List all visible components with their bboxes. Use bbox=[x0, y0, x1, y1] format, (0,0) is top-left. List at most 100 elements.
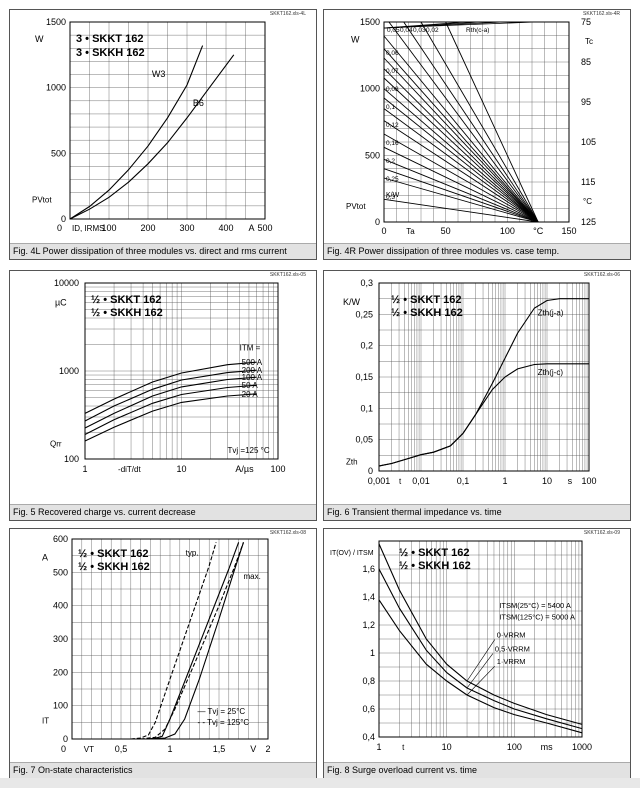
fig7-label-typ: typ. bbox=[186, 549, 199, 558]
fig5-caption: Fig. 5 Recovered charge vs. current decr… bbox=[10, 504, 316, 520]
fig4r-right-tick: 85 bbox=[581, 57, 591, 67]
fig5-x-tick: 10 bbox=[176, 464, 186, 474]
fig7-y-label: IT bbox=[42, 717, 49, 726]
fig6-y-tick: 0,1 bbox=[360, 403, 373, 413]
fig4r-kw-label: K/W bbox=[386, 192, 400, 199]
fig4r-x-tick: 100 bbox=[500, 226, 515, 236]
fig4r-rth-side-label: 0,16 bbox=[386, 140, 399, 147]
fig6-series-label: Zth(j-a) bbox=[538, 309, 564, 318]
fig7-x-unit: V bbox=[250, 744, 256, 754]
fig4l-x-tick: 400 bbox=[218, 223, 233, 233]
fig6-x-unit: s bbox=[568, 476, 573, 486]
fig8-series-0 bbox=[378, 543, 583, 725]
fig7-frame bbox=[71, 538, 269, 740]
fig4r-rth-line bbox=[383, 108, 539, 223]
fig4l-x-tick: 100 bbox=[101, 223, 116, 233]
fig4l-frame bbox=[69, 21, 266, 220]
fig4r-panel: SKKT162.xls-4R 0 50 100 150 Ta °C 0 500 1000 1500… bbox=[323, 9, 631, 260]
fig4r-rth-line bbox=[383, 158, 539, 223]
fig4r-rth-side-label: 0,2 bbox=[386, 158, 395, 165]
fig6-chart: 0,001 0,01 0,1 1 10 100 t s 0 0,05 0,1 0,15 0,2 0,25 0… bbox=[343, 278, 597, 486]
fig5-x-tick: 100 bbox=[270, 464, 285, 474]
fig4l-x-tick: 300 bbox=[179, 223, 194, 233]
fig8-y-tick: 1 bbox=[370, 648, 375, 658]
fig4r-rth-line bbox=[383, 146, 539, 223]
fig5-title-2: ½ • SKKH 162 bbox=[91, 307, 163, 319]
fig4l-x-label: ID, IRMS bbox=[72, 224, 104, 233]
fig4r-rth-line bbox=[383, 133, 539, 223]
fig6-y-tick: 0,05 bbox=[355, 435, 373, 445]
fig4l-title-1: 3 • SKKT 162 bbox=[76, 33, 143, 45]
fig4r-right-tick: 75 bbox=[581, 17, 591, 27]
fig8-y-tick: 0,6 bbox=[362, 704, 375, 714]
fig4l-y-tick: 0 bbox=[61, 214, 66, 224]
fig5-series-label: 500 A bbox=[242, 358, 263, 367]
fig5-frame bbox=[84, 282, 279, 460]
fig8-y-tick: 0,8 bbox=[362, 676, 375, 686]
fig8-ref: SKKT162.xls-09 bbox=[583, 530, 620, 536]
fig7-y-tick: 500 bbox=[53, 567, 68, 577]
fig4r-x-unit: °C bbox=[533, 226, 544, 236]
fig4r-rth-top-label: 0,02 bbox=[426, 27, 439, 34]
fig5-condition: Tvj =125 °C bbox=[228, 446, 270, 455]
fig6-caption: Fig. 6 Transient thermal impedance vs. t… bbox=[324, 504, 630, 520]
fig8-series-2 bbox=[378, 599, 583, 734]
fig7-chart: 0,5 1 1,5 2 0 VT V 0 100 200 300 400 500 600 A IT ½ • SK… bbox=[42, 534, 271, 754]
fig7-series-2 bbox=[150, 542, 245, 740]
fig6-series-0 bbox=[378, 298, 589, 467]
fig6-y-label: Zth bbox=[346, 458, 358, 467]
fig4r-rth-top-label: 0,03 bbox=[413, 27, 426, 34]
fig7-label-max: max. bbox=[244, 572, 261, 581]
fig5-series-20a bbox=[84, 393, 257, 442]
fig4l-y-tick: 1000 bbox=[46, 83, 66, 93]
fig7-ref: SKKT162.xls-08 bbox=[269, 530, 306, 536]
fig4r-right-label: Tc bbox=[585, 37, 593, 46]
fig5-series-label: 100 A bbox=[242, 373, 263, 382]
fig8-y-tick: 0,4 bbox=[362, 732, 375, 742]
fig6-y-unit: K/W bbox=[343, 297, 361, 307]
fig7-y-tick: 200 bbox=[53, 667, 68, 677]
fig7-x-tick: 1 bbox=[167, 744, 172, 754]
fig4l-series-w3 bbox=[69, 45, 204, 220]
fig4r-rth-label: Rth(c-a) bbox=[466, 27, 489, 34]
fig8-itsm-line: ITSM(25°C) = 5400 A bbox=[499, 601, 571, 610]
fig6-title-1: ½ • SKKT 162 bbox=[391, 294, 462, 306]
fig8-x-label: t bbox=[402, 743, 405, 752]
fig5-y-tick: 100 bbox=[64, 454, 79, 464]
fig7-x-label: VT bbox=[84, 745, 94, 754]
fig5-series-label: 200 A bbox=[242, 366, 263, 375]
fig4r-y-label: PVtot bbox=[346, 202, 366, 211]
fig6-y-tick: 0,15 bbox=[355, 372, 373, 382]
fig4r-rth-side-label: 0,1 bbox=[386, 104, 395, 111]
fig4l-title-2: 3 • SKKH 162 bbox=[76, 47, 145, 59]
fig5-series-100a bbox=[84, 376, 257, 429]
fig8-title-2: ½ • SKKH 162 bbox=[399, 560, 471, 572]
fig6-y-tick: 0,25 bbox=[355, 309, 373, 319]
fig4r-rth-line bbox=[383, 97, 539, 223]
fig4r-right-unit: °C bbox=[583, 197, 592, 206]
fig6-x-tick: 10 bbox=[542, 476, 552, 486]
fig4r-rth-line bbox=[383, 198, 539, 223]
fig4r-y-tick: 0 bbox=[375, 217, 380, 227]
fig4r-right-tick: 115 bbox=[581, 177, 595, 187]
bottom-strip bbox=[0, 778, 640, 788]
fig7-title-2: ½ • SKKH 162 bbox=[78, 561, 150, 573]
fig4r-rth-side-label: 0,12 bbox=[386, 122, 399, 129]
fig4r-caption: Fig. 4R Power dissipation of three modul… bbox=[324, 243, 630, 259]
fig7-x-tick: 0,5 bbox=[115, 744, 128, 754]
fig4r-rth-line bbox=[383, 48, 539, 223]
fig8-frame bbox=[378, 540, 583, 738]
fig5-title-1: ½ • SKKT 162 bbox=[91, 294, 162, 306]
fig4l-y-unit: W bbox=[35, 34, 44, 44]
fig8-itsm-line: ITSM(125°C) = 5000 A bbox=[499, 612, 575, 621]
fig7-y-tick: 0 bbox=[63, 734, 68, 744]
fig4l-x-tick: 500 bbox=[257, 223, 272, 233]
fig5-y-tick: 1000 bbox=[59, 366, 79, 376]
fig4r-x-tick: 0 bbox=[381, 226, 386, 236]
fig8-y-tick: 1,6 bbox=[362, 564, 375, 574]
fig4r-rth-line bbox=[420, 21, 539, 223]
fig4l-x-tick: 200 bbox=[140, 223, 155, 233]
fig4l-x-tick: 0 bbox=[57, 223, 62, 233]
fig8-x-unit: ms bbox=[541, 742, 553, 752]
